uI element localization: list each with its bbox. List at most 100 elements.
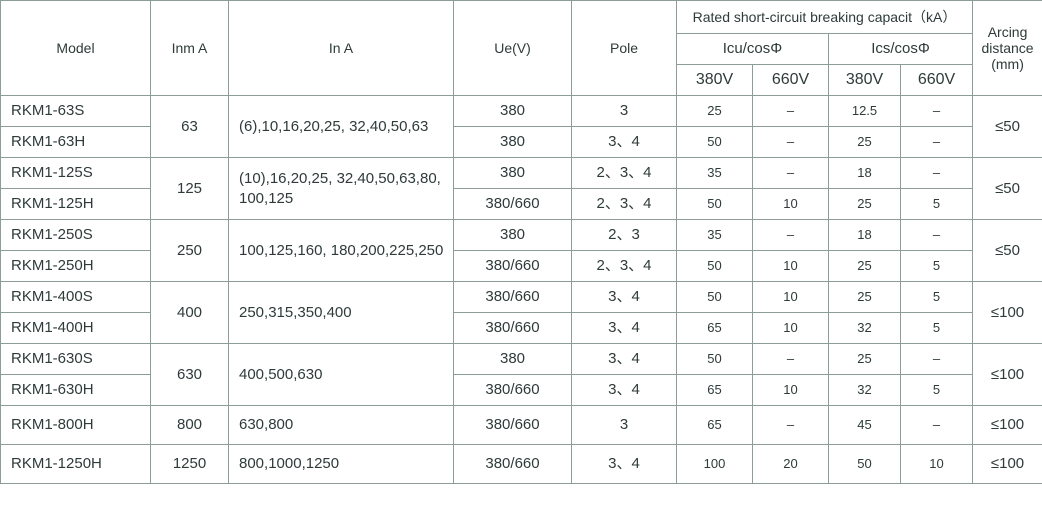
cell-model: RKM1-125H [1, 189, 151, 220]
cell-arcing: ≤100 [973, 344, 1042, 406]
cell-ics660: 5 [901, 251, 973, 282]
cell-icu380: 50 [677, 282, 753, 313]
cell-ue: 380/660 [454, 445, 572, 484]
cell-icu660: – [753, 344, 829, 375]
cell-arcing: ≤100 [973, 406, 1042, 445]
cell-icu380: 50 [677, 251, 753, 282]
cell-icu660: 10 [753, 251, 829, 282]
cell-arcing: ≤50 [973, 158, 1042, 220]
cell-ics660: 10 [901, 445, 973, 484]
cell-pole: 3 [572, 406, 677, 445]
cell-icu660: 10 [753, 313, 829, 344]
cell-pole: 3、4 [572, 313, 677, 344]
cell-ue: 380/660 [454, 282, 572, 313]
col-header-ina: In A [229, 1, 454, 96]
table-row: RKM1-1250H1250800,1000,1250380/6603、4100… [1, 445, 1042, 484]
cell-ics380: 18 [829, 220, 901, 251]
table-row: RKM1-400S400250,315,350,400380/6603、4501… [1, 282, 1042, 313]
col-header-pole: Pole [572, 1, 677, 96]
cell-ina: 630,800 [229, 406, 454, 445]
cell-icu380: 50 [677, 127, 753, 158]
cell-pole: 2、3、4 [572, 158, 677, 189]
table-row: RKM1-125S125(10),16,20,25, 32,40,50,63,8… [1, 158, 1042, 189]
cell-ics660: 5 [901, 375, 973, 406]
cell-ics380: 18 [829, 158, 901, 189]
cell-arcing: ≤100 [973, 445, 1042, 484]
spec-table: Model Inm A In A Ue(V) Pole Rated short-… [0, 0, 1042, 484]
cell-model: RKM1-250H [1, 251, 151, 282]
col-header-ics-660: 660V [901, 65, 973, 96]
cell-model: RKM1-400H [1, 313, 151, 344]
cell-ics660: 5 [901, 313, 973, 344]
cell-ue: 380 [454, 96, 572, 127]
cell-ue: 380/660 [454, 189, 572, 220]
cell-ics660: – [901, 220, 973, 251]
cell-icu380: 35 [677, 158, 753, 189]
cell-arcing: ≤100 [973, 282, 1042, 344]
cell-inm: 63 [151, 96, 229, 158]
cell-ics380: 25 [829, 127, 901, 158]
spec-table-container: Model Inm A In A Ue(V) Pole Rated short-… [0, 0, 1042, 484]
cell-model: RKM1-630H [1, 375, 151, 406]
cell-model: RKM1-1250H [1, 445, 151, 484]
cell-ics660: – [901, 158, 973, 189]
cell-pole: 3、4 [572, 375, 677, 406]
cell-icu660: 10 [753, 189, 829, 220]
cell-model: RKM1-63H [1, 127, 151, 158]
cell-icu380: 50 [677, 344, 753, 375]
cell-ics660: – [901, 96, 973, 127]
table-row: RKM1-63S63(6),10,16,20,25, 32,40,50,6338… [1, 96, 1042, 127]
cell-ue: 380 [454, 127, 572, 158]
col-header-ue: Ue(V) [454, 1, 572, 96]
cell-icu660: 10 [753, 282, 829, 313]
cell-ics380: 25 [829, 251, 901, 282]
cell-ina: 100,125,160, 180,200,225,250 [229, 220, 454, 282]
cell-model: RKM1-250S [1, 220, 151, 251]
cell-icu380: 65 [677, 313, 753, 344]
cell-ics380: 25 [829, 189, 901, 220]
col-header-ics-380: 380V [829, 65, 901, 96]
cell-arcing: ≤50 [973, 220, 1042, 282]
cell-ue: 380 [454, 220, 572, 251]
cell-ics660: – [901, 127, 973, 158]
col-header-short-circuit: Rated short-circuit breaking capacit（kA） [677, 1, 973, 34]
cell-inm: 125 [151, 158, 229, 220]
col-header-arcing: Arcing distance (mm) [973, 1, 1042, 96]
cell-pole: 3、4 [572, 127, 677, 158]
cell-icu660: – [753, 406, 829, 445]
table-row: RKM1-250S250100,125,160, 180,200,225,250… [1, 220, 1042, 251]
col-header-inm: Inm A [151, 1, 229, 96]
cell-ue: 380/660 [454, 313, 572, 344]
cell-ics380: 45 [829, 406, 901, 445]
cell-ics660: – [901, 406, 973, 445]
cell-ics660: 5 [901, 282, 973, 313]
col-header-ics: Ics/cosΦ [829, 34, 973, 65]
table-row: RKM1-800H800630,800380/660365–45–≤100 [1, 406, 1042, 445]
cell-ics380: 32 [829, 375, 901, 406]
cell-ics660: 5 [901, 189, 973, 220]
cell-ue: 380 [454, 158, 572, 189]
cell-icu380: 50 [677, 189, 753, 220]
cell-ina: 400,500,630 [229, 344, 454, 406]
cell-ue: 380/660 [454, 375, 572, 406]
cell-icu660: – [753, 127, 829, 158]
cell-ics380: 25 [829, 282, 901, 313]
cell-ina: 250,315,350,400 [229, 282, 454, 344]
cell-ina: 800,1000,1250 [229, 445, 454, 484]
col-header-icu-660: 660V [753, 65, 829, 96]
cell-icu660: 10 [753, 375, 829, 406]
cell-model: RKM1-400S [1, 282, 151, 313]
cell-icu380: 35 [677, 220, 753, 251]
cell-model: RKM1-63S [1, 96, 151, 127]
table-header: Model Inm A In A Ue(V) Pole Rated short-… [1, 1, 1042, 96]
table-body: RKM1-63S63(6),10,16,20,25, 32,40,50,6338… [1, 96, 1042, 484]
cell-model: RKM1-800H [1, 406, 151, 445]
cell-model: RKM1-630S [1, 344, 151, 375]
cell-icu660: – [753, 220, 829, 251]
cell-inm: 800 [151, 406, 229, 445]
col-header-model: Model [1, 1, 151, 96]
cell-ue: 380/660 [454, 251, 572, 282]
col-header-icu-380: 380V [677, 65, 753, 96]
cell-inm: 250 [151, 220, 229, 282]
cell-ics380: 50 [829, 445, 901, 484]
